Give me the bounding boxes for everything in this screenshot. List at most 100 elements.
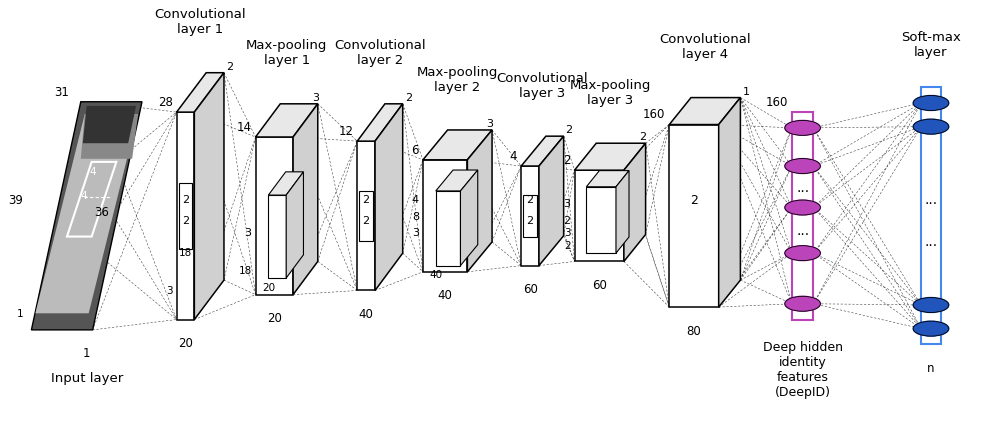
Text: 3: 3 [166,286,173,296]
Polygon shape [468,131,493,272]
Polygon shape [357,142,375,291]
Text: Convolutional
layer 2: Convolutional layer 2 [335,39,426,67]
Polygon shape [268,173,304,196]
Circle shape [784,201,820,216]
Circle shape [914,96,948,111]
Polygon shape [32,103,142,330]
Circle shape [914,120,948,135]
Polygon shape [36,115,138,314]
Text: 2: 2 [182,195,189,205]
Text: 2: 2 [526,195,533,205]
Text: 4: 4 [80,190,86,201]
Text: 2: 2 [362,195,369,205]
Text: 40: 40 [358,307,373,320]
Text: 39: 39 [9,193,24,206]
Text: ...: ... [924,234,937,248]
Text: 4: 4 [412,195,419,205]
Text: 2: 2 [690,193,698,206]
Polygon shape [286,173,304,278]
Polygon shape [423,161,468,272]
Text: 160: 160 [766,96,787,109]
Polygon shape [423,131,493,161]
Text: 3: 3 [244,228,251,238]
Polygon shape [195,74,224,320]
Text: Max-pooling
layer 3: Max-pooling layer 3 [569,79,650,106]
Polygon shape [575,144,645,171]
Text: 6: 6 [411,143,419,156]
Text: Convolutional
layer 3: Convolutional layer 3 [496,72,588,100]
Text: 2: 2 [405,92,412,103]
Circle shape [914,298,948,313]
Text: Input layer: Input layer [51,371,123,385]
Polygon shape [521,167,539,266]
Text: Deep hidden
identity
features
(DeepID): Deep hidden identity features (DeepID) [763,340,843,398]
Circle shape [784,121,820,136]
Text: 12: 12 [339,125,354,138]
Text: 14: 14 [236,121,251,133]
Text: 20: 20 [267,311,282,325]
Text: ...: ... [924,193,937,207]
Polygon shape [177,74,224,113]
Circle shape [784,296,820,311]
Text: 4: 4 [509,150,517,162]
Text: Max-pooling
layer 1: Max-pooling layer 1 [246,39,328,67]
Polygon shape [521,137,564,167]
Text: 2: 2 [563,216,571,225]
Text: 3: 3 [487,118,494,129]
Polygon shape [80,115,138,159]
Text: ...: ... [796,180,809,194]
Polygon shape [293,104,318,295]
Text: 1: 1 [17,308,24,319]
Polygon shape [669,125,719,307]
Text: Max-pooling
layer 2: Max-pooling layer 2 [417,66,498,93]
Circle shape [784,246,820,261]
Text: n: n [927,361,934,374]
Text: ...: ... [796,224,809,238]
Polygon shape [436,171,478,191]
Polygon shape [669,98,741,125]
Polygon shape [255,138,293,295]
Polygon shape [255,104,318,138]
Text: 1: 1 [743,86,750,96]
Polygon shape [461,171,478,266]
Text: 2: 2 [182,216,189,225]
Polygon shape [624,144,645,262]
Text: 3: 3 [412,228,419,238]
Text: 160: 160 [643,108,665,121]
Text: 40: 40 [438,289,453,302]
Text: 28: 28 [158,96,173,109]
Polygon shape [575,171,624,262]
Text: 40: 40 [429,269,442,279]
Text: 60: 60 [522,282,537,296]
Polygon shape [616,171,629,253]
Circle shape [914,322,948,336]
Polygon shape [586,171,629,187]
Text: 2: 2 [638,132,646,142]
Text: 80: 80 [686,324,701,337]
Text: 1: 1 [83,347,90,360]
Polygon shape [268,196,286,278]
Polygon shape [375,104,403,291]
Text: 31: 31 [54,85,69,98]
Text: 2: 2 [362,216,369,225]
Text: 2: 2 [526,216,533,225]
Polygon shape [586,187,616,253]
Polygon shape [177,113,195,320]
Text: 2: 2 [226,61,233,72]
Text: 4: 4 [89,167,96,177]
Text: 60: 60 [592,278,607,291]
Text: 18: 18 [238,265,251,275]
Text: 3: 3 [564,199,571,209]
Text: 3: 3 [313,92,320,103]
Text: 20: 20 [178,336,193,349]
Polygon shape [357,104,403,142]
Text: 3: 3 [564,228,571,238]
Polygon shape [436,191,461,266]
Text: Soft-max
layer: Soft-max layer [901,31,961,59]
Polygon shape [719,98,741,307]
Text: Convolutional
layer 1: Convolutional layer 1 [155,9,246,36]
Text: 18: 18 [179,248,192,257]
Text: 2: 2 [563,154,571,167]
Text: 20: 20 [262,282,275,293]
Polygon shape [82,106,136,144]
